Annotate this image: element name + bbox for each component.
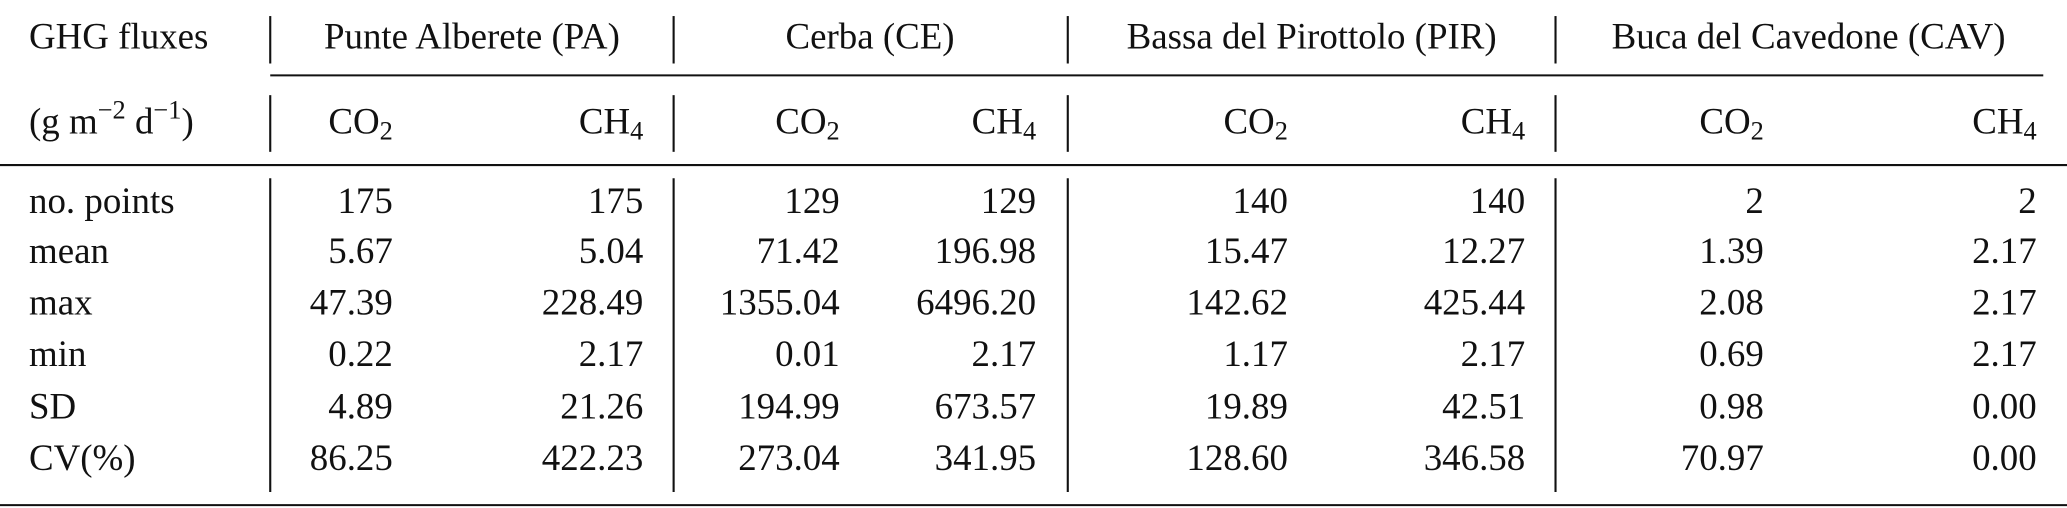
cell: 273.04	[738, 437, 840, 478]
subscript: 4	[1023, 116, 1036, 145]
cell: 6496.20	[916, 282, 1036, 323]
formula: CH	[579, 101, 630, 142]
group-header: Punte Alberete (PA)	[324, 15, 620, 57]
formula: CO	[775, 101, 826, 142]
row-label: CV(%)	[29, 437, 136, 479]
cell: 140	[1470, 180, 1525, 221]
cell: 1.39	[1699, 230, 1764, 271]
row-label: max	[29, 282, 93, 323]
cell: 142.62	[1186, 282, 1288, 323]
cell: 71.42	[757, 230, 840, 271]
column-header: CO2	[1699, 101, 1763, 145]
cell: 2.17	[1972, 230, 2037, 271]
unit-text: d	[126, 101, 154, 142]
column-header: CH4	[1972, 101, 2036, 145]
cell: 196.98	[935, 230, 1037, 271]
group-header: Cerba (CE)	[785, 15, 954, 57]
cell: 175	[337, 180, 392, 221]
cell: 0.00	[1972, 437, 2037, 478]
cell: 42.51	[1442, 386, 1525, 427]
cell: 5.04	[579, 230, 644, 271]
row-label: min	[29, 333, 86, 374]
cell: 21.26	[560, 386, 643, 427]
cell: 2	[1745, 180, 1763, 221]
unit-text: )	[181, 101, 193, 143]
cell: 346.58	[1424, 437, 1526, 478]
cell: 19.89	[1205, 386, 1288, 427]
cell: 175	[588, 180, 643, 221]
cell: 422.23	[542, 437, 644, 478]
column-header: CO2	[328, 101, 392, 145]
cell: 0.00	[1972, 386, 2037, 427]
unit-exponent: −2	[98, 95, 126, 124]
formula: CO	[1699, 101, 1750, 142]
column-header: CH4	[1461, 101, 1525, 145]
cell: 0.69	[1699, 333, 1764, 374]
row-label: SD	[29, 386, 76, 427]
header-label: GHG fluxes	[29, 15, 208, 56]
cell: 2	[2018, 180, 2036, 221]
row-label: mean	[29, 230, 109, 271]
cell: 425.44	[1424, 282, 1526, 323]
cell: 5.67	[328, 230, 393, 271]
cell: 2.17	[1461, 333, 1526, 374]
formula: CO	[328, 101, 379, 142]
cell: 140	[1233, 180, 1288, 221]
column-header: CH4	[972, 101, 1036, 145]
cell: 0.22	[328, 333, 393, 374]
cell: 86.25	[310, 437, 393, 478]
cell: 15.47	[1205, 230, 1288, 271]
cell: 0.98	[1699, 386, 1764, 427]
column-header: CO2	[1223, 101, 1287, 145]
column-header: CO2	[775, 101, 839, 145]
cell: 1.17	[1223, 333, 1288, 374]
formula: CH	[1972, 101, 2023, 142]
cell: 1355.04	[720, 282, 840, 323]
subscript: 4	[1512, 116, 1525, 145]
column-header: CH4	[579, 101, 643, 145]
cell: 129	[784, 180, 839, 221]
group-header: Bassa del Pirottolo (PIR)	[1127, 15, 1497, 57]
group-header: Buca del Cavedone (CAV)	[1612, 15, 2006, 57]
unit-exponent: −1	[153, 95, 181, 124]
cell: 128.60	[1186, 437, 1288, 478]
cell: 2.17	[972, 333, 1037, 374]
cell: 673.57	[935, 386, 1037, 427]
unit-label: (g m−2 d−1)	[29, 95, 194, 143]
formula: CH	[972, 101, 1023, 142]
cell: 228.49	[542, 282, 644, 323]
cell: 2.17	[579, 333, 644, 374]
subscript: 4	[630, 116, 643, 145]
cell: 341.95	[935, 437, 1037, 478]
cell: 0.01	[775, 333, 840, 374]
subscript: 2	[1751, 116, 1764, 145]
subscript: 2	[380, 116, 393, 145]
cell: 47.39	[310, 282, 393, 323]
cell: 129	[981, 180, 1036, 221]
subscript: 2	[1275, 116, 1288, 145]
unit-text: (g m	[29, 101, 98, 143]
row-label: no. points	[29, 180, 175, 221]
cell: 12.27	[1442, 230, 1525, 271]
cell: 2.08	[1699, 282, 1764, 323]
cell: 194.99	[738, 386, 840, 427]
cell: 2.17	[1972, 282, 2037, 323]
cell: 2.17	[1972, 333, 2037, 374]
formula: CH	[1461, 101, 1512, 142]
formula: CO	[1223, 101, 1274, 142]
cell: 4.89	[328, 386, 393, 427]
subscript: 4	[2023, 116, 2036, 145]
cell: 70.97	[1681, 437, 1764, 478]
subscript: 2	[827, 116, 840, 145]
